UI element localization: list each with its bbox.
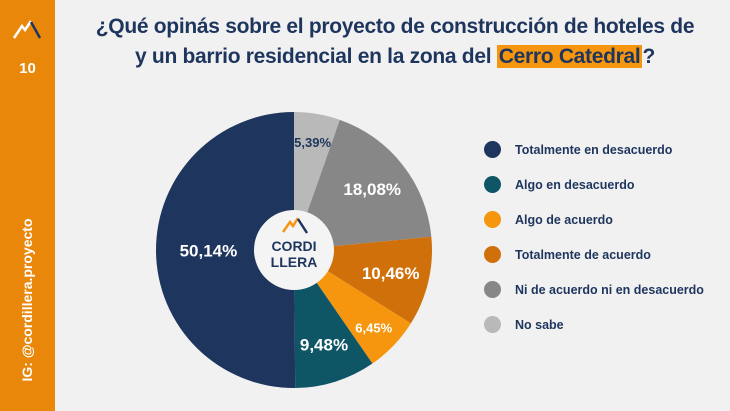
legend-swatch <box>484 211 501 228</box>
sidebar: 10 IG: @cordillera.proyecto <box>0 0 55 411</box>
legend-label: No sabe <box>515 317 564 332</box>
legend-swatch <box>484 316 501 333</box>
legend-swatch <box>484 141 501 158</box>
legend-label: Algo en desacuerdo <box>515 177 635 192</box>
legend-item: Totalmente en desacuerdo <box>484 141 672 158</box>
legend-item: Totalmente de acuerdo <box>484 246 651 263</box>
title-text: y un barrio residencial en la zona del <box>135 45 497 68</box>
title-line-2: y un barrio residencial en la zona del C… <box>60 42 730 72</box>
page-title: ¿Qué opinás sobre el proyecto de constru… <box>60 12 730 72</box>
slice-label: 6,45% <box>355 320 392 335</box>
legend-label: Totalmente de acuerdo <box>515 247 651 262</box>
legend-item: Algo de acuerdo <box>484 211 613 228</box>
legend-label: Ni de acuerdo ni en desacuerdo <box>515 282 704 297</box>
slice-label: 10,46% <box>362 264 420 283</box>
title-highlight: Cerro Catedral <box>496 45 643 68</box>
legend-label: Totalmente en desacuerdo <box>515 142 673 157</box>
page-number: 10 <box>19 60 36 77</box>
legend-item: Ni de acuerdo ni en desacuerdo <box>484 281 704 298</box>
legend-item: Algo en desacuerdo <box>484 176 634 193</box>
slice-label: 50,14% <box>180 241 238 260</box>
slice-label: 5,39% <box>294 135 331 150</box>
legend-swatch <box>484 176 501 193</box>
legend-label: Algo de acuerdo <box>515 212 613 227</box>
logo-mountain-icon <box>281 217 300 233</box>
logo-circle <box>254 210 334 290</box>
legend-swatch <box>484 281 501 298</box>
pie-slice <box>294 119 432 250</box>
logo-line-2: LLERA <box>271 254 318 270</box>
legend-swatch <box>484 246 501 263</box>
slice-label: 18,08% <box>343 180 401 199</box>
legend-item: No sabe <box>484 316 564 333</box>
title-line-1: ¿Qué opinás sobre el proyecto de constru… <box>95 15 695 38</box>
title-text-end: ? <box>642 45 655 68</box>
pie-slice <box>156 112 296 388</box>
pie-slice <box>294 250 411 364</box>
slice-label: 9,48% <box>300 336 348 355</box>
logo-line-1: CORDI <box>271 238 316 254</box>
mountain-logo-icon <box>12 20 42 39</box>
